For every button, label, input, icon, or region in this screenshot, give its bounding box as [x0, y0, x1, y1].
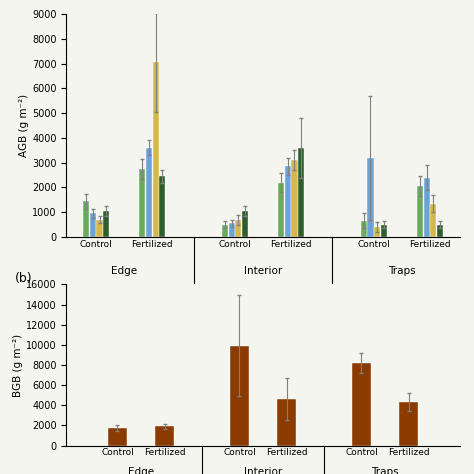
Bar — [90, 213, 96, 237]
Bar — [437, 225, 443, 237]
Y-axis label: AGB (g m⁻²): AGB (g m⁻²) — [19, 94, 29, 157]
Bar — [230, 346, 249, 446]
Bar — [285, 166, 291, 237]
Bar — [352, 363, 371, 446]
Text: Traps: Traps — [388, 286, 416, 296]
Bar — [103, 211, 109, 237]
Text: Interior: Interior — [244, 466, 282, 474]
Bar — [153, 63, 159, 237]
Bar — [361, 221, 367, 237]
Y-axis label: BGB (g m⁻²): BGB (g m⁻²) — [13, 333, 23, 397]
Text: Traps: Traps — [388, 266, 416, 276]
Bar — [298, 148, 304, 237]
Bar — [139, 169, 146, 237]
Text: Edge: Edge — [111, 266, 137, 276]
Bar — [424, 178, 429, 237]
Bar — [417, 186, 423, 237]
Bar — [278, 182, 284, 237]
Bar — [242, 211, 248, 237]
Bar — [430, 204, 436, 237]
Bar — [277, 399, 296, 446]
Bar — [222, 225, 228, 237]
Text: (b): (b) — [15, 272, 33, 284]
Bar — [146, 148, 152, 237]
Text: Traps: Traps — [371, 466, 399, 474]
Bar — [97, 219, 102, 237]
Bar — [374, 227, 380, 237]
Bar — [228, 223, 235, 237]
Text: Edge: Edge — [128, 466, 154, 474]
Bar — [108, 428, 127, 446]
Bar — [155, 427, 174, 446]
Bar — [235, 219, 241, 237]
Bar — [83, 201, 89, 237]
Bar — [159, 176, 165, 237]
Bar — [381, 225, 387, 237]
Bar — [292, 160, 298, 237]
Text: Interior: Interior — [244, 266, 282, 276]
Text: Freeman: Freeman — [171, 286, 216, 296]
Legend: Fall 2015, Spring, Summer, Fall 2016: Fall 2015, Spring, Summer, Fall 2016 — [130, 324, 357, 340]
Bar — [399, 402, 418, 446]
Bar — [367, 158, 374, 237]
